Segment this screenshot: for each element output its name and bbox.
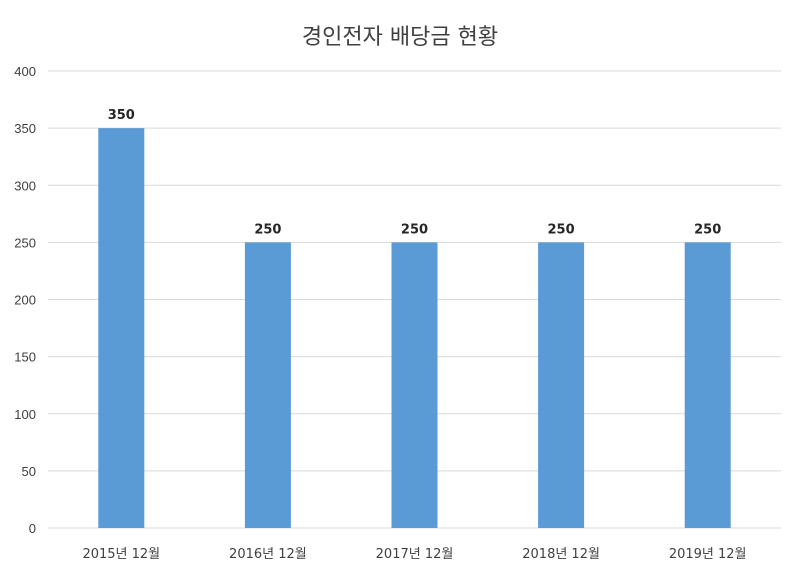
y-tick-label: 0 (29, 521, 36, 536)
data-labels: 350 250 250 250 250 (108, 108, 722, 237)
x-axis: 2015년 12월 2016년 12월 2017년 12월 2018년 12월 2019… (82, 547, 746, 562)
data-label: 250 (401, 222, 428, 237)
data-label: 250 (694, 222, 721, 237)
y-tick-label: 150 (14, 350, 36, 365)
y-axis: 0 50 100 150 200 250 300 350 400 (14, 64, 36, 536)
x-tick-label: 2019년 12월 (669, 547, 747, 562)
bar (684, 242, 731, 528)
y-tick-label: 250 (14, 235, 36, 250)
y-tick-label: 300 (14, 178, 36, 193)
data-label: 250 (548, 222, 575, 237)
x-tick-label: 2017년 12월 (376, 547, 454, 562)
y-tick-label: 50 (22, 464, 36, 479)
bar (538, 242, 585, 528)
x-tick-label: 2016년 12월 (229, 547, 307, 562)
bar (98, 128, 145, 528)
y-tick-label: 200 (14, 293, 36, 308)
x-tick-label: 2018년 12월 (522, 547, 600, 562)
bars (98, 128, 731, 528)
data-label: 350 (108, 108, 135, 123)
y-tick-label: 350 (14, 121, 36, 136)
bar (391, 242, 438, 528)
bar (244, 242, 291, 528)
y-tick-label: 400 (14, 64, 36, 79)
data-label: 250 (254, 222, 281, 237)
chart-title: 경인전자 배당금 현황 (302, 25, 498, 50)
x-tick-label: 2015년 12월 (82, 547, 160, 562)
y-tick-label: 100 (14, 407, 36, 422)
